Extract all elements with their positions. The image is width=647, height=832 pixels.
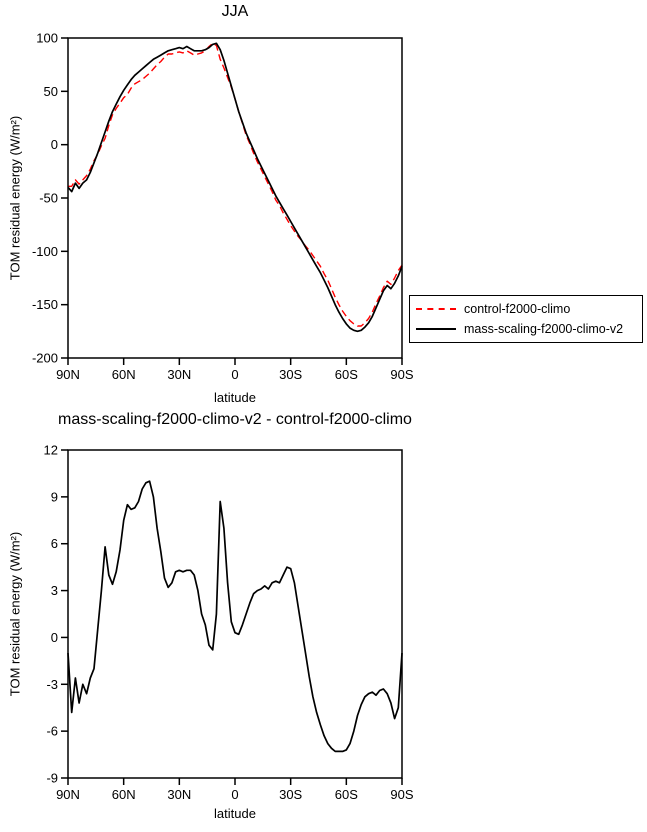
y-tick-label: -3	[46, 677, 58, 692]
x-tick-label: 30N	[167, 787, 191, 802]
bottom-chart-plot-area: 90N 60N 30N 0 30S 60S 90S 12 9 6 3 0 -3 -6 -9	[44, 443, 414, 803]
x-tick-label: 30S	[279, 367, 302, 382]
top-chart-plot-area: 90N 60N 30N 0 30S 60S 90S 100 50 0 -50 -100 -150 -200	[32, 31, 414, 383]
legend-label-mass-scaling: mass-scaling-f2000-climo-v2	[464, 322, 624, 336]
x-tick-label: 30N	[167, 367, 191, 382]
x-tick-label: 60N	[112, 367, 136, 382]
series-line-difference	[67, 480, 403, 753]
plot-frame	[67, 449, 403, 779]
y-tick-label: 50	[44, 84, 58, 99]
y-tick-label: 9	[51, 489, 58, 504]
x-tick-label: 0	[231, 367, 238, 382]
x-tick-label: 30S	[279, 787, 302, 802]
y-tick-label: 100	[36, 31, 58, 46]
x-tick-label: 90S	[390, 787, 413, 802]
x-tick-label: 0	[231, 787, 238, 802]
legend-box: control-f2000-climo mass-scaling-f2000-c…	[409, 295, 643, 343]
x-tick-label: 60S	[335, 787, 358, 802]
series-line-mass-scaling-f2000-climo-v2	[67, 42, 403, 333]
y-tick-label: 0	[51, 137, 58, 152]
x-tick-label: 90S	[390, 367, 413, 382]
y-tick-label: -100	[32, 244, 58, 259]
bottom-chart-title: mass-scaling-f2000-climo-v2 - control-f2…	[58, 411, 412, 428]
y-tick-label: 12	[44, 443, 58, 458]
top-chart-title: JJA	[221, 3, 249, 20]
x-tick-label: 90N	[56, 787, 80, 802]
bottom-chart-x-axis-label: latitude	[214, 806, 256, 821]
legend-item-control: control-f2000-climo	[416, 299, 636, 319]
y-tick-label: -150	[32, 297, 58, 312]
y-tick-label: 6	[51, 536, 58, 551]
y-tick-label: -50	[39, 191, 58, 206]
top-chart-x-axis-label: latitude	[214, 390, 256, 405]
y-tick-label: 3	[51, 583, 58, 598]
series-line-control-f2000-climo	[68, 42, 403, 327]
legend-label-control: control-f2000-climo	[464, 302, 571, 316]
plot-frame	[67, 37, 403, 359]
legend-line-sample-solid-black	[416, 328, 456, 330]
legend-line-sample-dashed-red	[416, 308, 456, 310]
y-tick-label: -9	[46, 771, 58, 786]
x-tick-label: 60N	[112, 787, 136, 802]
x-tick-label: 90N	[56, 367, 80, 382]
legend-item-mass-scaling: mass-scaling-f2000-climo-v2	[416, 319, 636, 339]
y-tick-label: -6	[46, 724, 58, 739]
y-tick-label: -200	[32, 351, 58, 366]
x-tick-label: 60S	[335, 367, 358, 382]
y-tick-label: 0	[51, 630, 58, 645]
